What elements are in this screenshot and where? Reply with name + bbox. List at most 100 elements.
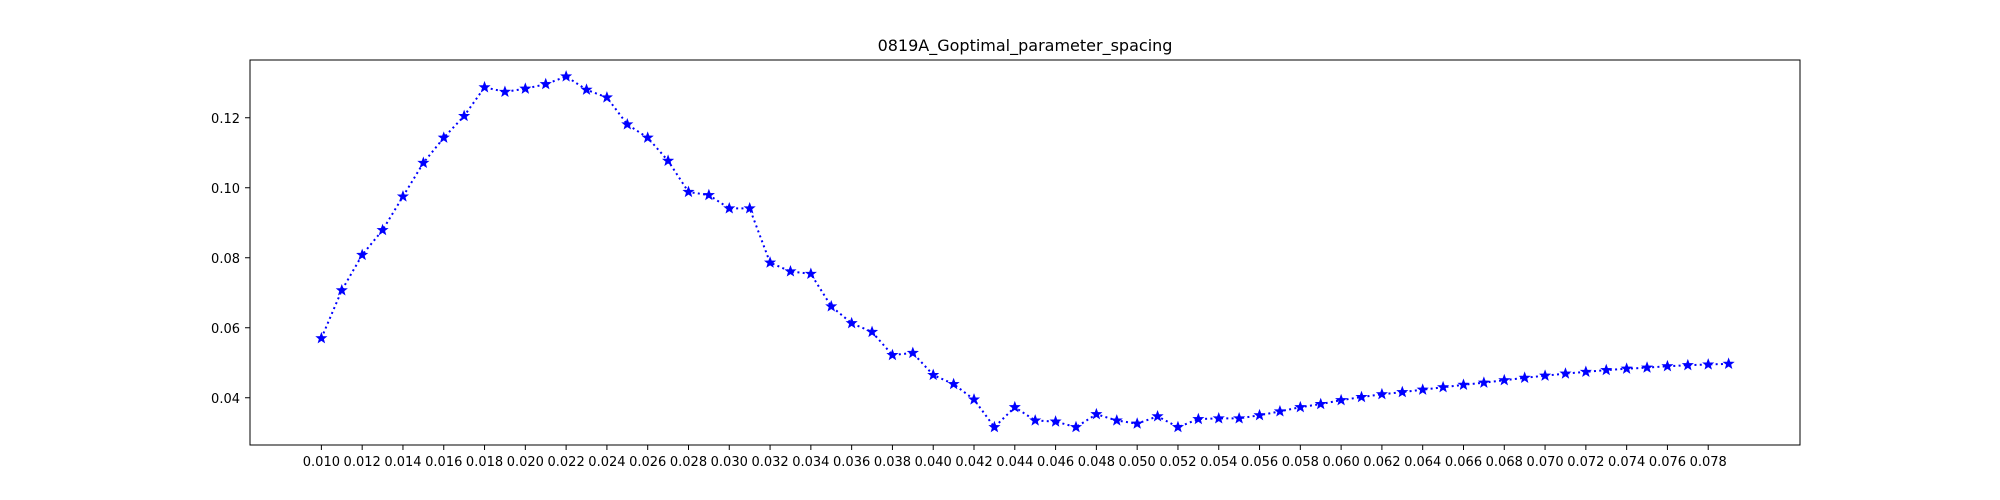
- data-point-star: [682, 185, 695, 198]
- x-tick-label: 0.018: [466, 455, 503, 470]
- data-point-star: [1049, 415, 1062, 427]
- data-point-star: [825, 300, 838, 312]
- x-tick-label: 0.064: [1404, 455, 1441, 470]
- x-tick-label: 0.026: [629, 455, 666, 470]
- data-point-star: [478, 80, 491, 93]
- data-point-star: [1008, 400, 1021, 413]
- y-tick-label: 0.06: [211, 322, 240, 337]
- data-point-star: [1029, 414, 1042, 426]
- x-tick-label: 0.038: [874, 455, 911, 470]
- data-point-star: [1335, 393, 1348, 406]
- data-point-star: [1620, 362, 1633, 374]
- x-tick-label: 0.070: [1526, 455, 1563, 470]
- x-tick-label: 0.078: [1690, 455, 1727, 470]
- data-point-star: [1090, 407, 1103, 420]
- data-point-star: [1640, 361, 1654, 373]
- data-point-star: [988, 420, 1001, 433]
- x-tick-label: 0.048: [1078, 455, 1115, 470]
- data-point-star: [702, 188, 715, 201]
- data-point-star: [1661, 359, 1674, 372]
- data-point-star: [1253, 408, 1266, 421]
- data-point-star: [417, 156, 430, 169]
- data-point-star: [1131, 417, 1144, 429]
- data-point-star: [1518, 371, 1531, 383]
- data-point-star: [376, 223, 389, 236]
- data-point-star: [498, 85, 511, 97]
- data-point-star: [356, 248, 369, 261]
- x-tick-label: 0.058: [1282, 455, 1319, 470]
- data-point-star: [458, 109, 471, 122]
- data-point-star: [1171, 420, 1185, 433]
- data-point-star: [1681, 358, 1694, 371]
- data-point-star: [784, 265, 797, 277]
- data-point-star: [1069, 420, 1083, 433]
- data-point-star: [1416, 383, 1429, 395]
- x-tick-label: 0.066: [1445, 455, 1482, 470]
- data-point-star: [315, 331, 328, 344]
- series-layer: [315, 70, 1735, 433]
- y-tick-label: 0.04: [211, 392, 240, 407]
- data-point-star: [967, 393, 981, 405]
- data-point-star: [1110, 414, 1123, 426]
- y-tick-label: 0.08: [211, 252, 240, 267]
- x-tick-label: 0.024: [588, 455, 625, 470]
- data-point-star: [1457, 378, 1470, 390]
- data-point-star: [1477, 376, 1490, 388]
- data-point-star: [1579, 365, 1592, 377]
- x-tick-label: 0.010: [303, 455, 340, 470]
- x-tick-label: 0.028: [670, 455, 707, 470]
- data-point-star: [1722, 357, 1735, 369]
- x-tick-label: 0.060: [1323, 455, 1360, 470]
- axes: 0.010 0.012 0.014 0.016 0.018 0.020 0.022 0.024…: [211, 112, 1727, 470]
- x-tick-label: 0.034: [792, 455, 829, 470]
- data-point-star: [947, 377, 960, 390]
- data-point-star: [927, 368, 940, 381]
- x-tick-label: 0.044: [996, 455, 1033, 470]
- data-point-star: [1539, 369, 1552, 381]
- data-point-star: [600, 91, 613, 103]
- data-point-star: [1559, 367, 1572, 379]
- x-tick-label: 0.030: [711, 455, 748, 470]
- data-point-star: [764, 256, 777, 268]
- x-tick-label: 0.042: [955, 455, 992, 470]
- x-tick-label: 0.020: [507, 455, 544, 470]
- x-tick-label: 0.036: [833, 455, 870, 470]
- data-point-star: [865, 325, 879, 338]
- data-point-star: [1273, 405, 1286, 417]
- x-tick-label: 0.076: [1649, 455, 1686, 470]
- x-tick-label: 0.016: [425, 455, 462, 470]
- data-point-star: [743, 202, 756, 214]
- data-point-star: [723, 202, 736, 214]
- x-tick-label: 0.022: [548, 455, 585, 470]
- data-point-star: [1355, 390, 1368, 403]
- data-point-star: [804, 267, 817, 279]
- chart-title: 0819A_Goptimal_parameter_spacing: [878, 36, 1173, 56]
- x-tick-label: 0.050: [1119, 455, 1156, 470]
- x-tick-label: 0.074: [1608, 455, 1645, 470]
- data-point-star: [1192, 412, 1205, 425]
- data-point-star: [845, 316, 858, 329]
- data-point-star: [906, 346, 919, 359]
- data-point-star: [335, 283, 348, 296]
- y-tick-label: 0.10: [211, 182, 240, 197]
- x-tick-label: 0.072: [1567, 455, 1604, 470]
- data-point-star: [1702, 358, 1715, 370]
- data-point-star: [1437, 380, 1450, 393]
- data-point-star: [437, 131, 450, 143]
- x-tick-label: 0.062: [1363, 455, 1400, 470]
- x-tick-label: 0.056: [1241, 455, 1278, 470]
- x-tick-label: 0.054: [1200, 455, 1237, 470]
- data-point-star: [539, 77, 552, 90]
- data-point-star: [1151, 409, 1164, 422]
- data-point-star: [1314, 397, 1327, 410]
- data-point-star: [886, 348, 899, 361]
- data-point-star: [621, 118, 634, 130]
- data-point-star: [662, 154, 675, 166]
- data-point-star: [1498, 373, 1511, 386]
- data-point-star: [519, 82, 532, 94]
- data-point-star: [580, 83, 593, 95]
- x-tick-label: 0.046: [1037, 455, 1074, 470]
- y-tick-label: 0.12: [211, 112, 240, 127]
